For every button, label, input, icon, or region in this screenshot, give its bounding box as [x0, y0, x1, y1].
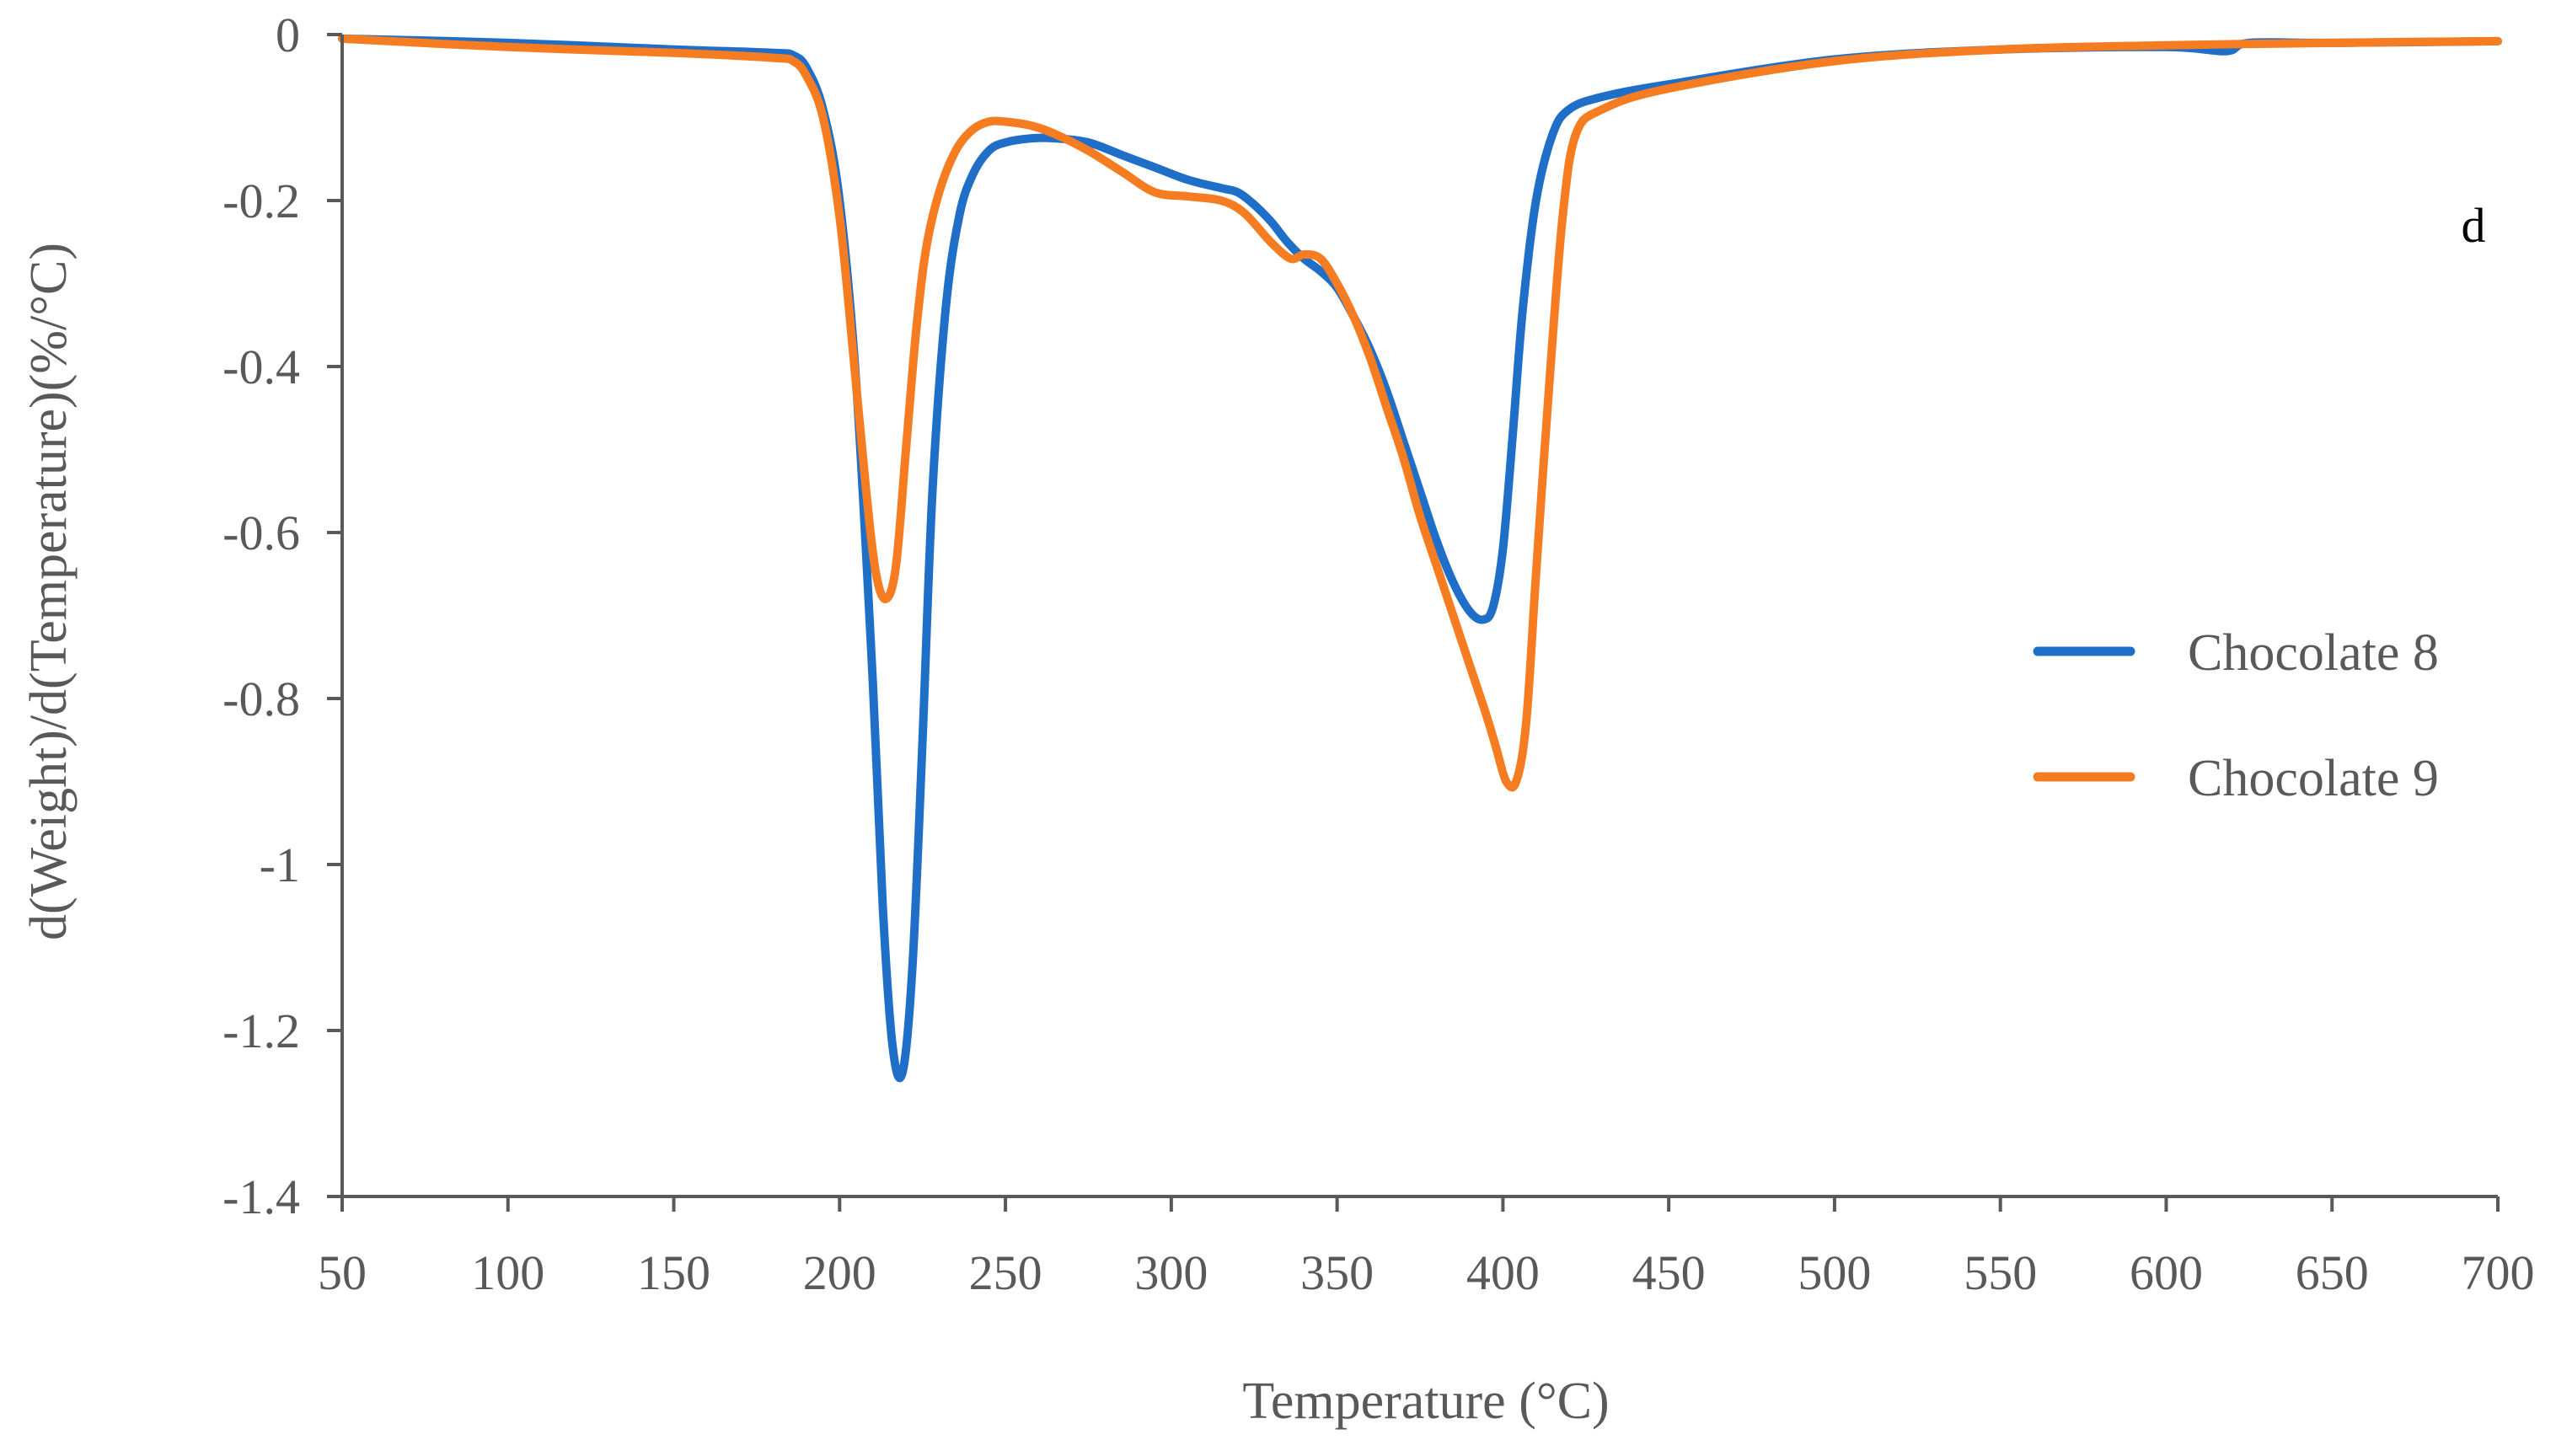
- y-tick-label: -0.4: [222, 340, 300, 394]
- x-tick-label: 500: [1798, 1245, 1871, 1300]
- x-tick-label: 200: [803, 1245, 876, 1300]
- x-tick-label: 550: [1964, 1245, 2037, 1300]
- x-tick-label: 250: [969, 1245, 1042, 1300]
- x-tick-label: 600: [2130, 1245, 2203, 1300]
- x-tick-label: 650: [2296, 1245, 2369, 1300]
- series-line-chocolate-9: [338, 34, 2502, 792]
- x-tick-label: 400: [1466, 1245, 1540, 1300]
- x-tick-label: 300: [1134, 1245, 1208, 1300]
- x-tick-label: 50: [318, 1245, 367, 1300]
- axes: 0 -0.2 -0.4 -0.6 -0.8 -1 -1.2 -1.4 50 100 150 200 25…: [222, 8, 2534, 1300]
- y-tick-label: -1.4: [222, 1170, 300, 1224]
- y-axis-title: d(Weight)/d(Temperature)(%/°C): [20, 243, 78, 940]
- legend-label-chocolate-9: Chocolate 9: [2188, 750, 2439, 807]
- legend-label-chocolate-8: Chocolate 8: [2188, 624, 2439, 682]
- x-axis-title: Temperature (°C): [1242, 1373, 1609, 1430]
- series-lines: [338, 34, 2502, 1083]
- y-tick-label: -1: [260, 838, 300, 892]
- x-tick-label: 450: [1632, 1245, 1706, 1300]
- series-line-chocolate-8: [338, 34, 2502, 1083]
- x-tick-label: 150: [637, 1245, 710, 1300]
- y-tick-label: -0.6: [222, 506, 300, 560]
- panel-label: d: [2462, 198, 2486, 253]
- x-tick-label: 100: [471, 1245, 544, 1300]
- legend: Chocolate 8 Chocolate 9: [2033, 624, 2439, 807]
- y-tick-label: 0: [276, 8, 300, 62]
- y-tick-label: -1.2: [222, 1004, 300, 1058]
- y-tick-label: -0.2: [222, 174, 300, 228]
- y-tick-label: -0.8: [222, 672, 300, 726]
- x-tick-label: 350: [1300, 1245, 1374, 1300]
- x-tick-label: 700: [2462, 1245, 2535, 1300]
